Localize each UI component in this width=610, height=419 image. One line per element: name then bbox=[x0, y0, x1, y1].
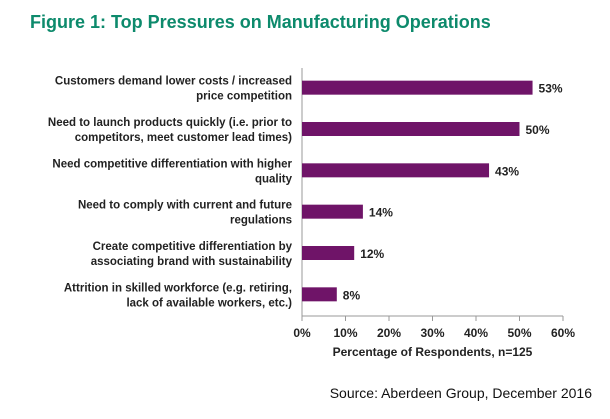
category-label: associating brand with sustainability bbox=[91, 256, 293, 268]
category-label: competitors, meet customer lead times) bbox=[75, 132, 292, 144]
x-tick-label: 50% bbox=[507, 326, 531, 340]
data-label: 53% bbox=[539, 82, 563, 96]
bar bbox=[302, 163, 490, 178]
x-tick-label: 30% bbox=[420, 326, 444, 340]
data-label: 43% bbox=[495, 164, 519, 178]
category-label: Customers demand lower costs / increased bbox=[55, 76, 292, 88]
bar bbox=[302, 80, 533, 95]
category-label: quality bbox=[255, 173, 293, 185]
category-label: lack of available workers, etc.) bbox=[126, 297, 292, 309]
x-axis-label: Percentage of Respondents, n=125 bbox=[333, 345, 533, 359]
data-label: 12% bbox=[360, 247, 384, 261]
x-tick-label: 10% bbox=[333, 326, 357, 340]
x-tick-label: 0% bbox=[293, 326, 311, 340]
x-tick-label: 20% bbox=[377, 326, 401, 340]
bar bbox=[302, 287, 337, 302]
data-label: 8% bbox=[343, 288, 361, 302]
x-tick-label: 60% bbox=[551, 326, 575, 340]
category-label: Need to launch products quickly (i.e. pr… bbox=[48, 117, 292, 129]
chart-title: Figure 1: Top Pressures on Manufacturing… bbox=[30, 12, 491, 32]
bar-chart: 0% 10% 20% 30% 40% 50% 60% Percentage of Respon… bbox=[48, 68, 575, 359]
data-label: 50% bbox=[526, 123, 550, 137]
bar bbox=[302, 204, 363, 219]
data-label: 14% bbox=[369, 206, 393, 220]
category-label: regulations bbox=[230, 215, 292, 227]
source-note: Source: Aberdeen Group, December 2016 bbox=[329, 385, 592, 401]
bar bbox=[302, 122, 520, 136]
category-label: Create competitive differentiation by bbox=[93, 241, 293, 253]
category-label: Attrition in skilled workforce (e.g. ret… bbox=[64, 282, 292, 294]
category-label: Need competitive differentiation with hi… bbox=[52, 158, 292, 170]
bar bbox=[302, 246, 355, 260]
x-tick-label: 40% bbox=[464, 326, 488, 340]
category-label: Need to comply with current and future bbox=[78, 200, 292, 212]
category-label: price competition bbox=[196, 91, 292, 103]
